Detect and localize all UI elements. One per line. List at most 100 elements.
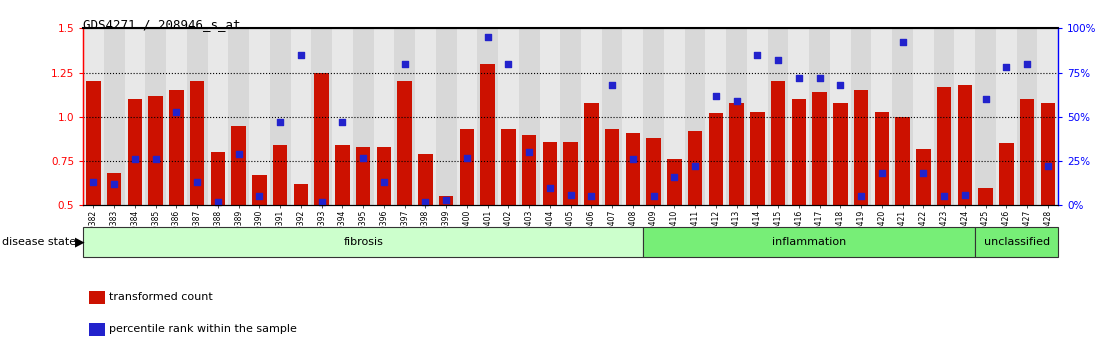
Point (707, 93, 725, 98)
Point (769, 57, 787, 63)
Bar (352, 28, 373, 205)
Bar (335, 145, 350, 205)
Bar (481, 64, 495, 205)
Bar (522, 135, 536, 205)
Bar (978, 188, 993, 205)
Bar (418, 154, 432, 205)
Point (355, 155, 372, 160)
Point (790, 75, 808, 81)
Point (976, 96, 994, 102)
Bar (189, 81, 205, 205)
Bar (975, 28, 996, 205)
Bar (394, 28, 416, 205)
Bar (892, 28, 913, 205)
Bar (270, 28, 290, 205)
Bar (830, 28, 851, 205)
Bar (294, 184, 308, 205)
Point (666, 174, 684, 180)
Point (831, 82, 849, 88)
Point (914, 171, 932, 176)
Bar (148, 96, 163, 205)
Point (250, 194, 268, 199)
Bar (957, 85, 972, 205)
Bar (709, 113, 724, 205)
Bar (170, 90, 184, 205)
Bar (497, 28, 519, 205)
Bar (581, 28, 602, 205)
Point (645, 194, 663, 199)
Bar (253, 175, 267, 205)
Point (852, 194, 870, 199)
Bar (478, 28, 497, 205)
Point (417, 199, 434, 205)
Bar (871, 28, 892, 205)
Bar (771, 81, 786, 205)
Point (894, 40, 912, 45)
Bar (501, 129, 515, 205)
Bar (311, 28, 332, 205)
Bar (854, 90, 869, 205)
Point (500, 61, 517, 67)
Bar (812, 92, 827, 205)
Bar (685, 28, 706, 205)
Bar (398, 81, 412, 205)
Bar (874, 112, 889, 205)
Point (811, 75, 829, 81)
FancyBboxPatch shape (83, 227, 644, 257)
Text: percentile rank within the sample: percentile rank within the sample (109, 324, 297, 334)
Point (541, 185, 558, 190)
Point (312, 199, 330, 205)
Point (147, 156, 165, 162)
Bar (416, 28, 435, 205)
Text: fibrosis: fibrosis (343, 236, 383, 247)
Bar (623, 28, 644, 205)
Bar (996, 28, 1017, 205)
Bar (249, 28, 270, 205)
Bar (729, 103, 743, 205)
Bar (1040, 103, 1055, 205)
Bar (584, 103, 598, 205)
Point (749, 52, 767, 58)
Bar (667, 159, 681, 205)
Bar (273, 145, 287, 205)
Bar (456, 28, 478, 205)
Point (293, 52, 310, 58)
Bar (1017, 28, 1037, 205)
Point (105, 181, 123, 187)
Bar (127, 99, 142, 205)
Bar (561, 28, 581, 205)
Bar (83, 28, 104, 205)
Point (375, 179, 392, 185)
Bar (1019, 99, 1034, 205)
Point (209, 199, 227, 205)
Point (603, 82, 620, 88)
Point (438, 197, 455, 203)
Bar (768, 28, 789, 205)
Text: ▶: ▶ (75, 235, 85, 248)
Bar (626, 133, 640, 205)
Bar (439, 196, 453, 205)
Bar (954, 28, 975, 205)
Bar (124, 28, 145, 205)
Bar (519, 28, 540, 205)
Point (167, 109, 185, 114)
Point (935, 194, 953, 199)
Bar (747, 28, 768, 205)
Bar (232, 126, 246, 205)
Bar (999, 143, 1014, 205)
Point (997, 64, 1015, 70)
FancyBboxPatch shape (975, 227, 1058, 257)
Point (521, 149, 538, 155)
Bar (605, 129, 619, 205)
Bar (789, 28, 809, 205)
Point (728, 98, 746, 104)
Bar (543, 142, 557, 205)
Bar (104, 28, 124, 205)
Bar (107, 173, 122, 205)
Point (873, 171, 891, 176)
Bar (1037, 28, 1058, 205)
Bar (644, 28, 664, 205)
Bar (913, 28, 934, 205)
Bar (934, 28, 954, 205)
Bar (916, 149, 931, 205)
